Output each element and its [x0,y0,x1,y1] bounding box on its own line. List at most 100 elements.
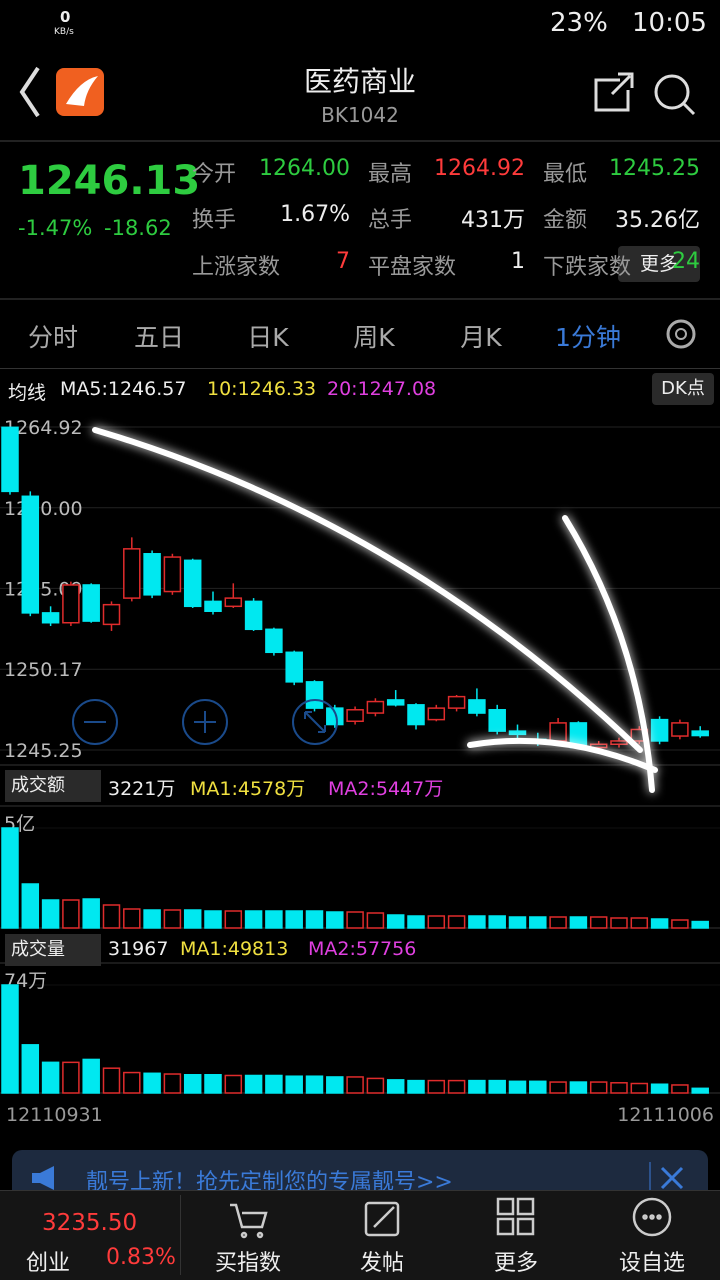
field-value: 1.67% [280,202,350,227]
bar [163,1073,182,1094]
candle-body [305,681,324,709]
bottom-tab[interactable]: 发帖 [359,1251,404,1276]
search[interactable] [654,74,690,110]
candle-body [447,695,466,709]
bar [427,1079,446,1094]
turnover-selector[interactable]: 成交额 [5,770,101,802]
x-end: 12111006 [617,1104,714,1126]
candle-body [143,553,161,596]
volume-selector[interactable]: 成交量 [5,934,101,966]
back[interactable] [19,66,40,118]
tab[interactable]: 日K [247,323,289,352]
bar [468,1079,486,1094]
candle-body [21,495,40,614]
bar [508,916,527,929]
y-tick-label: 1264.92 [4,417,83,439]
share[interactable] [594,72,634,112]
bar [326,1076,344,1094]
bar [21,883,40,929]
bar [21,1044,40,1094]
candle-body [650,718,669,742]
ma20: 20:1247.08 [327,378,437,400]
settings[interactable] [666,319,696,349]
bar [650,918,669,929]
bar [265,910,283,929]
bar [589,1081,608,1094]
candle-body [224,597,243,608]
tab[interactable]: 五日 [133,323,184,352]
candle-body [346,709,364,723]
field-value: 24 [672,249,700,274]
candle-body [62,584,80,624]
candle-body [386,699,405,706]
bar [427,915,446,929]
nav-title: 医药商业 [303,65,416,98]
bar [285,910,303,929]
bar [488,1079,506,1094]
volume-ma2: MA2:57756 [308,938,417,960]
bar [366,912,385,929]
bar [468,915,486,929]
candle-body [407,704,425,726]
volume-ma1: MA1:49813 [180,938,289,960]
bar [529,916,547,929]
bar [691,920,709,929]
tab[interactable]: 月K [460,323,502,352]
bar [41,899,60,929]
bar [447,915,466,929]
candle-body [488,709,506,732]
nav-code: BK1042 [321,103,399,127]
bar [630,917,649,929]
bar [62,899,80,929]
more-button[interactable]: 更多 [618,246,700,282]
tab[interactable]: 周K [353,323,395,352]
bottom-tab[interactable]: 设自选 [618,1251,685,1276]
field-label: 下跌家数 [543,255,632,280]
field-value: 7 [336,249,350,274]
bar [224,1074,243,1094]
bar [610,917,628,929]
bottom-tab[interactable]: 更多 [493,1251,538,1276]
bottom-index[interactable]: 3235.50 [42,1210,138,1236]
tab[interactable]: 1分钟 [555,323,621,352]
tab[interactable]: 分时 [27,323,78,352]
bar [62,1061,80,1094]
banner-close[interactable] [648,1162,696,1194]
field-label: 最低 [543,162,588,187]
turnover-current: 3221万 [108,778,176,800]
y-tick-label: 1245.25 [4,740,83,762]
field-value: 1245.25 [609,156,700,181]
field-label: 总手 [368,208,413,233]
turnover-ma1: MA1:4578万 [190,778,306,800]
bar [407,1079,425,1094]
bar [82,1058,100,1094]
candle-body [265,628,283,654]
net-speed: 0 [60,8,71,26]
candle-body [508,730,527,736]
clock: 10:05 [632,8,707,38]
dk-button[interactable]: DK点 [652,373,714,405]
bottom-pct: 0.83% [106,1245,176,1270]
bottom-name: 创业 [26,1251,71,1276]
bottom-tab[interactable]: 买指数 [214,1251,281,1276]
turnover-ma2: MA2:5447万 [328,778,444,800]
candle-body [569,722,588,749]
bar [244,1074,263,1094]
candle-body [326,707,344,726]
x-start: 12110931 [6,1104,103,1126]
y-tick-label: 1250.17 [4,659,83,681]
bar [82,898,100,929]
change-pct: -1.47% [18,216,93,240]
bar [549,916,567,929]
bar [529,1080,547,1094]
candle-body [610,740,628,746]
bar [285,1075,303,1094]
y-tick-label: 1260.00 [4,498,83,520]
bar [610,1082,628,1094]
candle-body [529,738,547,744]
bar [1,827,19,929]
bar [305,910,324,929]
ma5: MA5:1246.57 [60,378,187,400]
bar [549,1081,567,1094]
